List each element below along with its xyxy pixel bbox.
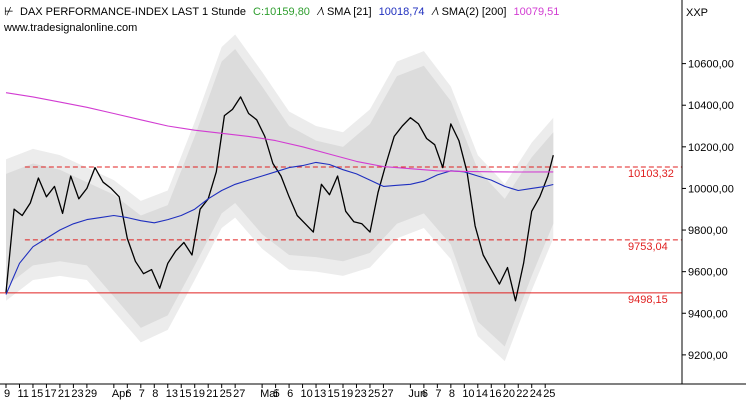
x-tick-label-34: 20 [503, 388, 515, 400]
x-tick-label-18: 5 [274, 388, 280, 400]
x-tick-label-9: 7 [139, 388, 145, 400]
level-label-2: 9498,15 [628, 294, 668, 306]
level-lines-layer: 10103,32 9753,04 9498,15 [0, 166, 682, 306]
x-tick-label-3: 17 [44, 388, 56, 400]
close-value: C:10159,80 [253, 6, 310, 18]
sma21-value: 10018,74 [379, 6, 425, 18]
x-tick-label-6: 29 [85, 388, 97, 400]
x-tick-label-13: 19 [193, 388, 205, 400]
x-tick-label-22: 15 [328, 388, 340, 400]
x-tick-label-24: 23 [354, 388, 366, 400]
x-tick-label-14: 21 [206, 388, 218, 400]
x-tick-label-20: 10 [301, 388, 313, 400]
x-tick-label-31: 10 [462, 388, 474, 400]
x-tick-label-28: 6 [422, 388, 428, 400]
x-tick-label-2: 15 [31, 388, 43, 400]
x-tick-label-5: 23 [71, 388, 83, 400]
x-tick-label-35: 22 [516, 388, 528, 400]
x-tick-label-36: 24 [530, 388, 542, 400]
x-tick-label-23: 19 [341, 388, 353, 400]
y-tick-label-4: 10000,00 [688, 183, 734, 195]
x-tick-label-1: 11 [17, 388, 28, 400]
x-tick-label-32: 14 [476, 388, 488, 400]
y-tick-label-7: 10600,00 [688, 59, 734, 71]
instrument-title: DAX PERFORMANCE-INDEX LAST 1 Stunde C:10… [20, 6, 559, 18]
x-tick-label-10: 8 [152, 388, 158, 400]
sma21-line [5, 161, 554, 295]
chart-header: ⊬ DAX PERFORMANCE-INDEX LAST 1 Stunde C:… [3, 6, 708, 34]
x-tick-label-7: Apr [112, 388, 129, 400]
sma200-value: 10079,51 [513, 6, 559, 18]
x-tick-label-21: 13 [314, 388, 326, 400]
sma200-legend-icon: ⁄\ [431, 6, 440, 18]
x-tick-label-11: 13 [166, 388, 178, 400]
y-tick-label-5: 10200,00 [688, 142, 734, 154]
x-tick-label-19: 6 [287, 388, 293, 400]
y-tick-label-0: 9200,00 [688, 350, 728, 362]
sma200-line [5, 92, 554, 173]
x-tick-label-15: 25 [220, 388, 232, 400]
y-tick-label-2: 9600,00 [688, 267, 728, 279]
x-tick-label-25: 25 [368, 388, 380, 400]
sma21-legend-icon: ⁄\ [316, 6, 325, 18]
y-tick-label-1: 9400,00 [688, 308, 728, 320]
x-tick-label-12: 15 [179, 388, 191, 400]
x-tick-label-16: 27 [233, 388, 245, 400]
x-tick-label-8: 6 [125, 388, 131, 400]
source-url: www.tradesignalonline.com [3, 22, 137, 34]
x-tick-label-4: 21 [58, 388, 70, 400]
price-legend-icon: ⊬ [4, 6, 14, 18]
y-tick-label-3: 9800,00 [688, 225, 728, 237]
x-tick-label-0: 9 [4, 388, 10, 400]
x-tick-label-26: 27 [381, 388, 393, 400]
price-line [5, 96, 554, 302]
x-tick-label-33: 16 [489, 388, 501, 400]
x-tick-label-27: Jun [408, 388, 426, 400]
y-tick-label-6: 10400,00 [688, 100, 734, 112]
exchange-label: XXP [686, 7, 708, 19]
y-axis: 9200,00 9400,00 9600,00 9800,00 10000,00 1020… [682, 59, 734, 362]
x-tick-label-37: 25 [543, 388, 555, 400]
x-tick-label-30: 8 [449, 388, 455, 400]
instrument-prefix: DAX PERFORMANCE-INDEX LAST 1 Stunde [20, 6, 246, 18]
level-label-0: 10103,32 [628, 168, 674, 180]
x-tick-label-17: Mai [260, 388, 278, 400]
sma21-label: SMA [21] [327, 6, 372, 18]
level-label-1: 9753,04 [628, 241, 668, 253]
x-tick-label-29: 7 [435, 388, 441, 400]
series-layer [5, 92, 554, 302]
sma200-label: SMA(2) [200] [442, 6, 507, 18]
